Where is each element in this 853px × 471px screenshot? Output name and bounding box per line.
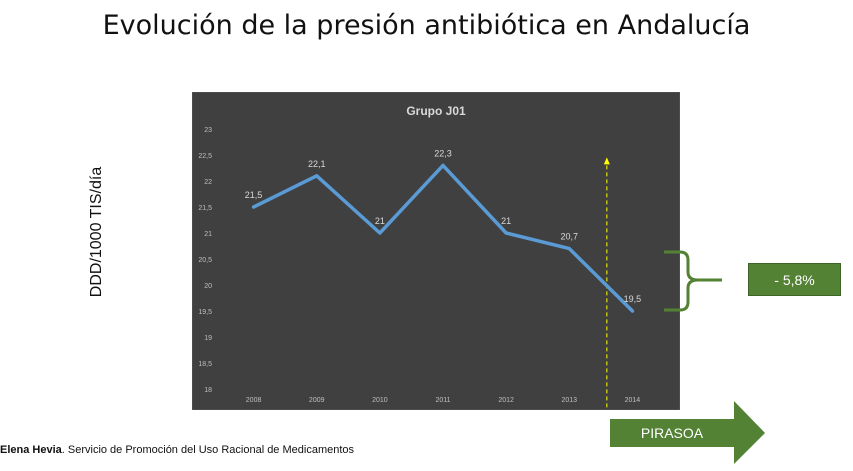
x-tick-label: 2012 [498, 397, 514, 404]
series-line [251, 163, 635, 313]
data-label: 21,5 [245, 190, 263, 200]
data-label: 21 [375, 216, 385, 226]
y-tick-label: 19 [204, 335, 212, 342]
x-tick-label: 2011 [435, 397, 450, 404]
x-tick-labels: 2008 2009 2010 2011 2012 2013 2014 [246, 397, 641, 404]
x-tick-label: 2010 [372, 397, 388, 404]
brace-path [664, 250, 722, 312]
data-label: 20,7 [561, 232, 579, 242]
y-tick-label: 22,5 [198, 153, 212, 160]
data-label: 19,5 [624, 294, 642, 304]
data-labels: 21,5 22,1 21 22,3 21 20,7 19,5 [245, 148, 641, 304]
y-tick-label: 20,5 [198, 257, 212, 264]
x-tick-label: 2013 [561, 397, 577, 404]
line-chart: Grupo J01 18 18,5 19 19,5 20 20,5 21 21,5 22 22,5… [192, 92, 680, 410]
change-percentage-box: - 5,8% [748, 263, 841, 296]
y-tick-label: 21,5 [198, 205, 212, 212]
chart-title: Grupo J01 [406, 104, 466, 118]
intervention-marker-arrowhead [603, 157, 610, 165]
x-tick-label: 2009 [309, 397, 325, 404]
y-tick-label: 22 [204, 179, 212, 186]
y-tick-label: 21 [204, 231, 212, 238]
footer-text: . Servicio de Promoción del Uso Racional… [61, 444, 355, 456]
slide-title: Evolución de la presión antibiótica en A… [102, 10, 751, 41]
x-tick-label: 2008 [246, 397, 262, 404]
y-tick-label: 23 [204, 127, 212, 134]
x-tick-label: 2014 [625, 397, 641, 404]
y-tick-label: 20 [204, 283, 212, 290]
chart-svg: Grupo J01 18 18,5 19 19,5 20 20,5 21 21,5 22 22,5… [192, 92, 680, 410]
change-percentage-label: - 5,8% [774, 271, 815, 288]
data-label: 22,3 [434, 148, 452, 158]
pirasoa-arrow-label: PIRASOA [640, 425, 704, 441]
chart-background [192, 92, 680, 410]
y-tick-label: 18 [204, 387, 212, 394]
y-tick-label: 19,5 [198, 309, 212, 316]
footer-author: Elena Hevia [0, 444, 62, 456]
change-brace [664, 250, 722, 312]
y-tick-labels: 18 18,5 19 19,5 20 20,5 21 21,5 22 22,5 23 [198, 127, 212, 394]
y-tick-label: 18,5 [198, 361, 212, 368]
data-label: 21 [501, 216, 511, 226]
footer-credit: Elena Hevia. Servicio de Promoción del U… [0, 444, 354, 456]
data-label: 22,1 [308, 159, 326, 169]
pirasoa-arrow [610, 401, 765, 464]
y-axis-title: DDD/1000 TIS/día [88, 166, 105, 298]
pirasoa-arrow-shape [610, 401, 765, 464]
